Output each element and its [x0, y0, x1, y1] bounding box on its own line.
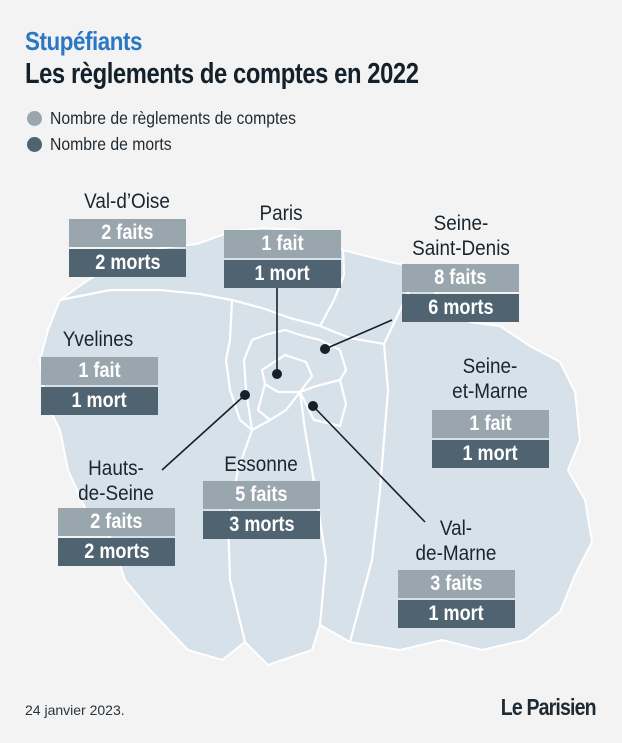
stat-box-yvelines: 1 fait 1 mort [41, 357, 158, 415]
stat-box-seine-saint-denis: 8 faits 6 morts [402, 264, 519, 322]
legend-item-morts: Nombre de morts [27, 134, 185, 155]
dot-paris [272, 369, 282, 379]
dept-label-yvelines: Yvelines [62, 328, 134, 351]
stat-box-val-de-marne: 3 faits 1 mort [398, 570, 515, 628]
le-parisien-logo: Le Parisien [501, 694, 597, 720]
legend-item-faits: Nombre de règlements de comptes [27, 108, 323, 129]
dept-label-paris: Paris [259, 202, 303, 225]
morts-count: 1 mort [224, 260, 341, 288]
morts-count: 1 mort [398, 600, 515, 628]
legend-label-morts: Nombre de morts [50, 134, 172, 154]
stat-box-hauts-de-seine: 2 faits 2 morts [58, 508, 175, 566]
faits-count: 5 faits [203, 481, 320, 509]
morts-count: 2 morts [58, 538, 175, 566]
stat-box-val-d-oise: 2 faits 2 morts [69, 219, 186, 277]
publication-date: 24 janvier 2023. [25, 702, 125, 718]
stat-box-essonne: 5 faits 3 morts [203, 481, 320, 539]
dept-label-val-d-oise: Val-d’Oise [84, 190, 170, 213]
legend-swatch-morts [27, 137, 42, 152]
region-outline [38, 226, 594, 667]
dept-label-val-de-marne: Val-de-Marne [415, 517, 497, 565]
morts-count: 3 morts [203, 511, 320, 539]
dept-label-seine-saint-denis: Seine- Saint-Denis [412, 212, 510, 260]
morts-count: 1 mort [41, 387, 158, 415]
dept-label-essonne: Essonne [224, 453, 298, 476]
dot-hauts-de-seine [240, 390, 250, 400]
page-title: Les règlements de comptes en 2022 [25, 58, 419, 90]
dept-label-hauts-de-seine: Hauts-de-Seine [78, 457, 154, 505]
legend-swatch-faits [27, 111, 42, 126]
legend-label-faits: Nombre de règlements de comptes [50, 108, 296, 128]
location-dots [240, 344, 330, 411]
morts-count: 1 mort [432, 440, 549, 468]
dept-label-seine-et-marne: Seine-et-Marne [452, 355, 528, 403]
leader-lines [161, 287, 426, 523]
morts-count: 6 morts [402, 294, 519, 322]
kicker: Stupéfiants [25, 26, 143, 56]
faits-count: 2 faits [58, 508, 175, 536]
stat-box-seine-et-marne: 1 fait 1 mort [432, 410, 549, 468]
faits-count: 1 fait [224, 230, 341, 258]
stat-box-paris: 1 fait 1 mort [224, 230, 341, 288]
faits-count: 8 faits [402, 264, 519, 292]
dot-seine-saint-denis [320, 344, 330, 354]
faits-count: 2 faits [69, 219, 186, 247]
faits-count: 1 fait [432, 410, 549, 438]
dot-val-de-marne [308, 401, 318, 411]
faits-count: 1 fait [41, 357, 158, 385]
faits-count: 3 faits [398, 570, 515, 598]
morts-count: 2 morts [69, 249, 186, 277]
